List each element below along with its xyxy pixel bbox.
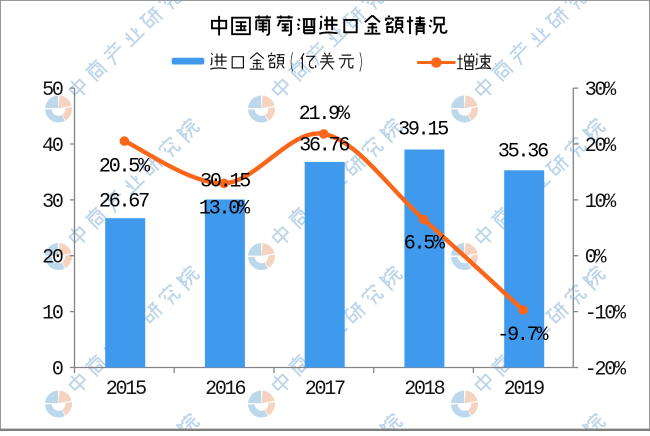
svg-text:21.9%: 21.9% — [299, 103, 351, 126]
svg-text:40: 40 — [42, 135, 63, 158]
svg-text:2018: 2018 — [404, 378, 444, 401]
svg-text:20.5%: 20.5% — [99, 155, 151, 178]
svg-text:10%: 10% — [585, 191, 618, 214]
svg-text:13.0%: 13.0% — [199, 198, 251, 221]
svg-text:-20%: -20% — [585, 358, 627, 381]
svg-text:10: 10 — [42, 303, 63, 326]
svg-text:30.15: 30.15 — [200, 171, 250, 194]
svg-text:2015: 2015 — [106, 378, 146, 401]
svg-text:20: 20 — [42, 247, 63, 270]
svg-text:0%: 0% — [585, 247, 608, 270]
svg-text:35.36: 35.36 — [498, 140, 548, 163]
svg-text:39.15: 39.15 — [398, 119, 448, 142]
svg-text:30: 30 — [42, 191, 63, 214]
svg-text:2019: 2019 — [504, 378, 544, 401]
svg-text:2016: 2016 — [205, 378, 245, 401]
svg-text:-9.7%: -9.7% — [497, 324, 549, 347]
svg-text:6.5%: 6.5% — [404, 233, 446, 256]
svg-text:0: 0 — [52, 358, 63, 381]
svg-text:2017: 2017 — [305, 378, 345, 401]
svg-text:20%: 20% — [585, 135, 618, 158]
svg-text:36.76: 36.76 — [299, 135, 349, 158]
svg-text:30%: 30% — [585, 79, 618, 102]
svg-text:-10%: -10% — [585, 303, 627, 326]
svg-text:26.67: 26.67 — [99, 191, 149, 214]
svg-text:50: 50 — [42, 79, 63, 102]
